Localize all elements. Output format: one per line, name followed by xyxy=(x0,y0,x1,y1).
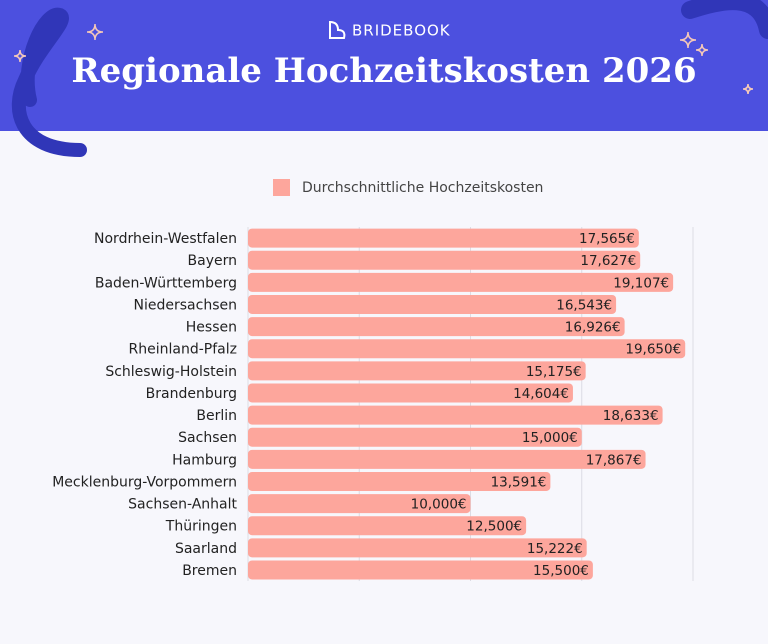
bar xyxy=(248,339,686,359)
bar xyxy=(248,272,674,292)
y-tick-label: Brandenburg xyxy=(146,386,237,402)
bar xyxy=(248,494,471,514)
y-tick-label: Niedersachsen xyxy=(134,297,237,313)
bar xyxy=(248,405,663,425)
bar xyxy=(248,516,527,536)
decor-swirl xyxy=(681,0,768,39)
y-tick-label: Bremen xyxy=(182,563,237,579)
bar xyxy=(248,250,641,270)
bar xyxy=(248,449,646,469)
decor-swirl xyxy=(11,7,87,157)
y-tick-label: Nordrhein-Westfalen xyxy=(94,231,237,247)
value-label: 13,591€ xyxy=(491,474,547,490)
header-band xyxy=(0,0,768,131)
brand: BRIDEBOOK xyxy=(352,22,451,40)
value-label: 17,867€ xyxy=(586,452,642,468)
y-tick-label: Saarland xyxy=(175,541,237,557)
value-label: 15,500€ xyxy=(533,563,589,579)
value-label: 16,926€ xyxy=(565,320,621,336)
value-label: 15,222€ xyxy=(527,541,583,557)
y-tick-label: Sachsen xyxy=(178,430,237,446)
y-tick-label: Rheinland-Pfalz xyxy=(129,342,237,358)
value-label: 16,543€ xyxy=(556,297,612,313)
bar xyxy=(248,361,586,381)
y-tick-label: Thüringen xyxy=(165,519,237,535)
value-label: 19,650€ xyxy=(625,342,681,358)
y-tick-label: Hessen xyxy=(186,320,237,336)
bar xyxy=(248,427,582,447)
legend-label: Durchschnittliche Hochzeitskosten xyxy=(302,180,543,196)
sparkles xyxy=(13,23,754,95)
bar xyxy=(248,471,551,491)
bar xyxy=(248,228,639,248)
value-label: 14,604€ xyxy=(513,386,569,402)
y-tick-label: Baden-Württemberg xyxy=(95,275,237,291)
bar xyxy=(248,383,573,403)
y-tick-label: Schleswig-Holstein xyxy=(105,364,237,380)
brand-logo xyxy=(329,20,346,39)
bar xyxy=(248,538,587,558)
legend-swatch xyxy=(273,179,290,196)
value-label: 12,500€ xyxy=(466,519,522,535)
value-label: 18,633€ xyxy=(603,408,659,424)
y-tick-label: Mecklenburg-Vorpommern xyxy=(52,474,237,490)
value-label: 17,565€ xyxy=(579,231,635,247)
value-label: 15,175€ xyxy=(526,364,582,380)
value-label: 19,107€ xyxy=(613,275,669,291)
bar xyxy=(248,317,625,337)
value-label: 17,627€ xyxy=(580,253,636,269)
y-tick-label: Berlin xyxy=(196,408,237,424)
bar xyxy=(248,294,617,314)
chart-title: Regionale Hochzeitskosten 2026 xyxy=(71,51,696,91)
bar xyxy=(248,560,593,580)
y-tick-label: Bayern xyxy=(188,253,237,269)
value-label: 15,000€ xyxy=(522,430,578,446)
y-tick-label: Hamburg xyxy=(172,452,237,468)
y-tick-label: Sachsen-Anhalt xyxy=(128,497,237,513)
value-label: 10,000€ xyxy=(411,497,467,513)
